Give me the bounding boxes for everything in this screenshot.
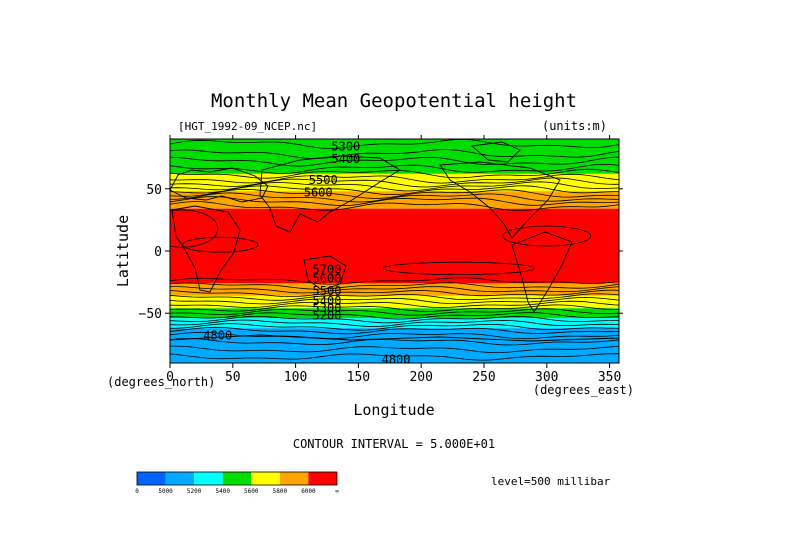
contour-line-0 <box>170 139 619 149</box>
contour-line-1 <box>170 149 619 160</box>
colorbar-label-7: ∞ <box>335 488 339 495</box>
colorbar-label-0: 0 <box>135 488 139 495</box>
contour-line-29 <box>170 345 619 354</box>
level-text: level=500 millibar <box>491 475 611 488</box>
contour-line-2 <box>170 156 619 167</box>
x-axis-title: Longitude <box>353 401 434 419</box>
x-tick-label-6: 300 <box>535 370 558 385</box>
contour-line-13 <box>170 277 619 285</box>
contour-label-1: 5400 <box>331 152 360 166</box>
contour-label-2: 5500 <box>309 173 338 187</box>
contour-line-14 <box>170 282 619 290</box>
lat-band-0 <box>170 139 619 174</box>
contour-line-20 <box>170 304 619 312</box>
y-tick-label-2: 50 <box>146 183 162 198</box>
contour-line-21 <box>170 308 619 316</box>
y-unit-label: (degrees_north) <box>107 375 215 389</box>
coastline-outlines <box>170 141 619 342</box>
colorbar-swatch-2 <box>194 472 223 485</box>
colorbar-label-2: 5200 <box>187 488 202 495</box>
contour-line-17 <box>170 293 619 301</box>
x-tick-label-3: 150 <box>347 370 370 385</box>
contour-line-19 <box>170 300 619 309</box>
closed-contour-1 <box>182 236 259 253</box>
colorbar-swatch-0 <box>137 472 166 485</box>
contour-line-9 <box>170 188 619 199</box>
colorbar-swatch-5 <box>279 472 309 485</box>
closed-contour-0 <box>170 209 219 248</box>
contour-line-16 <box>170 289 619 298</box>
x-tick-label-0: 0 <box>166 370 174 385</box>
colorbar-label-4: 5600 <box>244 488 259 495</box>
lat-band-6 <box>170 308 619 319</box>
file-label: [HGT_1992-09_NCEP.nc] <box>178 120 317 133</box>
contour-label-3: 5600 <box>304 186 333 200</box>
contour-label-9: 5200 <box>313 309 342 323</box>
contour-label-6: 5500 <box>313 284 342 298</box>
contour-line-18 <box>170 296 619 305</box>
colorbar-swatch-3 <box>222 472 252 485</box>
colorbar-swatch-4 <box>251 472 280 485</box>
colorbar-label-6: 6000 <box>301 488 316 495</box>
y-axis: −50 0 50 <box>139 183 623 322</box>
contour-line-11 <box>170 196 619 206</box>
units-label: (units:m) <box>542 119 607 133</box>
x-tick-label-2: 100 <box>284 370 307 385</box>
x-unit-label: (degrees_east) <box>533 383 634 397</box>
contour-line-7 <box>170 181 619 192</box>
contour-line-22 <box>170 312 619 320</box>
contour-label-0: 5300 <box>331 139 360 153</box>
colorbar-label-3: 5400 <box>215 488 230 495</box>
chart-title: Monthly Mean Geopotential height <box>211 90 577 112</box>
closed-contour-3 <box>502 225 592 247</box>
colorbar-swatch-1 <box>165 472 195 485</box>
contour-line-28 <box>170 338 619 346</box>
contour-label-4: 5700 <box>313 263 342 277</box>
contour-line-23 <box>170 315 619 324</box>
contour-label-11: 4800 <box>382 352 411 366</box>
contour-line-6 <box>170 177 619 188</box>
contour-label-5: 5600 <box>313 271 342 285</box>
contour-interval-text: CONTOUR INTERVAL = 5.000E+01 <box>293 437 495 451</box>
x-tick-label-5: 250 <box>472 370 495 385</box>
closed-contour-2 <box>383 261 535 276</box>
x-axis: 0 50 100 150 200 250 300 350 <box>166 135 621 385</box>
colorbar-swatch-6 <box>308 472 337 485</box>
lat-band-8 <box>170 328 619 363</box>
colorbar-label-1: 5000 <box>158 488 173 495</box>
contour-line-3 <box>170 164 619 174</box>
lat-band-2 <box>170 191 619 209</box>
x-tick-label-7: 350 <box>598 370 621 385</box>
lat-band-7 <box>170 318 619 329</box>
contour-line-5 <box>170 173 619 184</box>
contour-line-25 <box>170 323 619 331</box>
y-tick-label-1: 0 <box>154 245 162 260</box>
y-axis-title: Latitude <box>114 215 132 287</box>
contour-line-8 <box>170 185 619 195</box>
contour-line-30 <box>170 353 619 361</box>
contour-label-10: 4800 <box>203 329 232 343</box>
colorbar-label-5: 5800 <box>273 488 288 495</box>
contour-line-26 <box>170 326 619 335</box>
colorbar-frame <box>136 471 338 486</box>
contour-line-24 <box>170 319 619 327</box>
contour-label-8: 5300 <box>313 301 342 315</box>
colorbar: 0 5000 5200 5400 5600 5800 6000 ∞ <box>135 471 339 495</box>
plot-area: 5300540055005600570056005500540053005200… <box>170 139 619 366</box>
y-tick-label-0: −50 <box>139 307 162 322</box>
contour-line-12 <box>170 201 619 211</box>
x-tick-label-4: 200 <box>409 370 432 385</box>
contour-label-7: 5400 <box>313 294 342 308</box>
x-tick-label-1: 50 <box>225 370 241 385</box>
